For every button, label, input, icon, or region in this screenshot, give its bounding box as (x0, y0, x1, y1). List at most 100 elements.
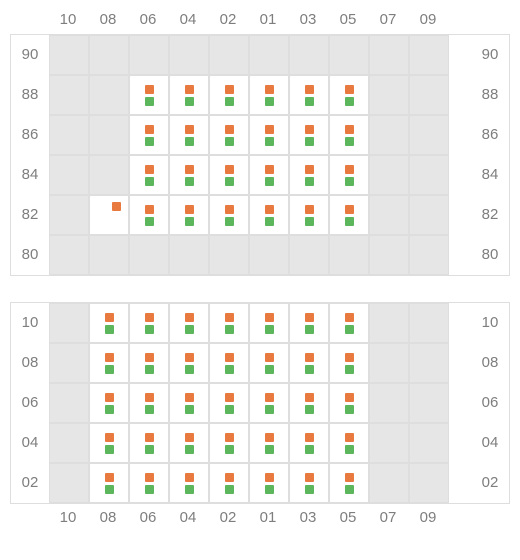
grid-cell[interactable] (329, 155, 369, 195)
grid-cell[interactable] (209, 383, 249, 423)
grid-cell[interactable] (169, 195, 209, 235)
grid-cell[interactable] (89, 423, 129, 463)
grid-cell[interactable] (409, 75, 449, 115)
grid-cell[interactable] (129, 383, 169, 423)
grid-cell[interactable] (249, 75, 289, 115)
grid-cell[interactable] (169, 303, 209, 343)
grid-cell[interactable] (129, 35, 169, 75)
grid-cell[interactable] (409, 195, 449, 235)
grid-cell[interactable] (49, 303, 89, 343)
grid-cell[interactable] (329, 75, 369, 115)
grid-cell[interactable] (409, 115, 449, 155)
grid-cell[interactable] (289, 235, 329, 275)
grid-cell[interactable] (369, 463, 409, 503)
grid-cell[interactable] (49, 423, 89, 463)
grid-cell[interactable] (289, 303, 329, 343)
grid-cell[interactable] (409, 423, 449, 463)
grid-cell[interactable] (289, 155, 329, 195)
grid-cell[interactable] (169, 423, 209, 463)
grid-cell[interactable] (249, 343, 289, 383)
grid-cell[interactable] (209, 155, 249, 195)
grid-cell[interactable] (369, 383, 409, 423)
grid-cell[interactable] (209, 423, 249, 463)
grid-cell[interactable] (129, 115, 169, 155)
grid-cell[interactable] (249, 115, 289, 155)
grid-cell[interactable] (209, 115, 249, 155)
grid-cell[interactable] (249, 195, 289, 235)
grid-cell[interactable] (89, 303, 129, 343)
grid-cell[interactable] (209, 303, 249, 343)
grid-cell[interactable] (289, 343, 329, 383)
grid-cell[interactable] (289, 35, 329, 75)
grid-cell[interactable] (129, 195, 169, 235)
grid-cell[interactable] (49, 195, 89, 235)
grid-cell[interactable] (129, 155, 169, 195)
grid-cell[interactable] (129, 423, 169, 463)
grid-cell[interactable] (249, 383, 289, 423)
grid-cell[interactable] (129, 303, 169, 343)
grid-cell[interactable] (49, 35, 89, 75)
grid-cell[interactable] (209, 35, 249, 75)
grid-cell[interactable] (89, 383, 129, 423)
grid-cell[interactable] (169, 235, 209, 275)
grid-cell[interactable] (329, 423, 369, 463)
grid-cell[interactable] (89, 235, 129, 275)
grid-cell[interactable] (329, 383, 369, 423)
grid-cell[interactable] (369, 195, 409, 235)
grid-cell[interactable] (289, 463, 329, 503)
grid-cell[interactable] (169, 383, 209, 423)
grid-cell[interactable] (89, 195, 129, 235)
grid-cell[interactable] (369, 303, 409, 343)
grid-cell[interactable] (329, 35, 369, 75)
grid-cell[interactable] (129, 235, 169, 275)
grid-cell[interactable] (329, 303, 369, 343)
grid-cell[interactable] (129, 75, 169, 115)
grid-cell[interactable] (49, 463, 89, 503)
grid-cell[interactable] (89, 155, 129, 195)
grid-cell[interactable] (169, 463, 209, 503)
grid-cell[interactable] (49, 115, 89, 155)
grid-cell[interactable] (169, 155, 209, 195)
grid-cell[interactable] (369, 235, 409, 275)
grid-cell[interactable] (49, 235, 89, 275)
grid-cell[interactable] (329, 115, 369, 155)
grid-cell[interactable] (89, 463, 129, 503)
grid-cell[interactable] (369, 343, 409, 383)
grid-cell[interactable] (249, 155, 289, 195)
grid-cell[interactable] (249, 35, 289, 75)
grid-cell[interactable] (49, 343, 89, 383)
grid-cell[interactable] (89, 75, 129, 115)
grid-cell[interactable] (409, 383, 449, 423)
grid-cell[interactable] (209, 343, 249, 383)
grid-cell[interactable] (329, 343, 369, 383)
grid-cell[interactable] (89, 115, 129, 155)
grid-cell[interactable] (49, 155, 89, 195)
grid-cell[interactable] (49, 75, 89, 115)
grid-cell[interactable] (169, 115, 209, 155)
grid-cell[interactable] (409, 343, 449, 383)
grid-cell[interactable] (209, 75, 249, 115)
grid-cell[interactable] (209, 235, 249, 275)
grid-cell[interactable] (289, 383, 329, 423)
grid-cell[interactable] (369, 115, 409, 155)
grid-cell[interactable] (289, 423, 329, 463)
grid-cell[interactable] (329, 235, 369, 275)
grid-cell[interactable] (169, 75, 209, 115)
grid-cell[interactable] (209, 195, 249, 235)
grid-cell[interactable] (209, 463, 249, 503)
grid-cell[interactable] (409, 463, 449, 503)
grid-cell[interactable] (409, 155, 449, 195)
grid-cell[interactable] (129, 343, 169, 383)
grid-cell[interactable] (409, 35, 449, 75)
grid-cell[interactable] (329, 195, 369, 235)
grid-cell[interactable] (49, 383, 89, 423)
grid-cell[interactable] (169, 35, 209, 75)
grid-cell[interactable] (249, 235, 289, 275)
grid-cell[interactable] (289, 195, 329, 235)
grid-cell[interactable] (409, 235, 449, 275)
grid-cell[interactable] (249, 463, 289, 503)
grid-cell[interactable] (169, 343, 209, 383)
grid-cell[interactable] (249, 423, 289, 463)
grid-cell[interactable] (289, 75, 329, 115)
grid-cell[interactable] (369, 35, 409, 75)
